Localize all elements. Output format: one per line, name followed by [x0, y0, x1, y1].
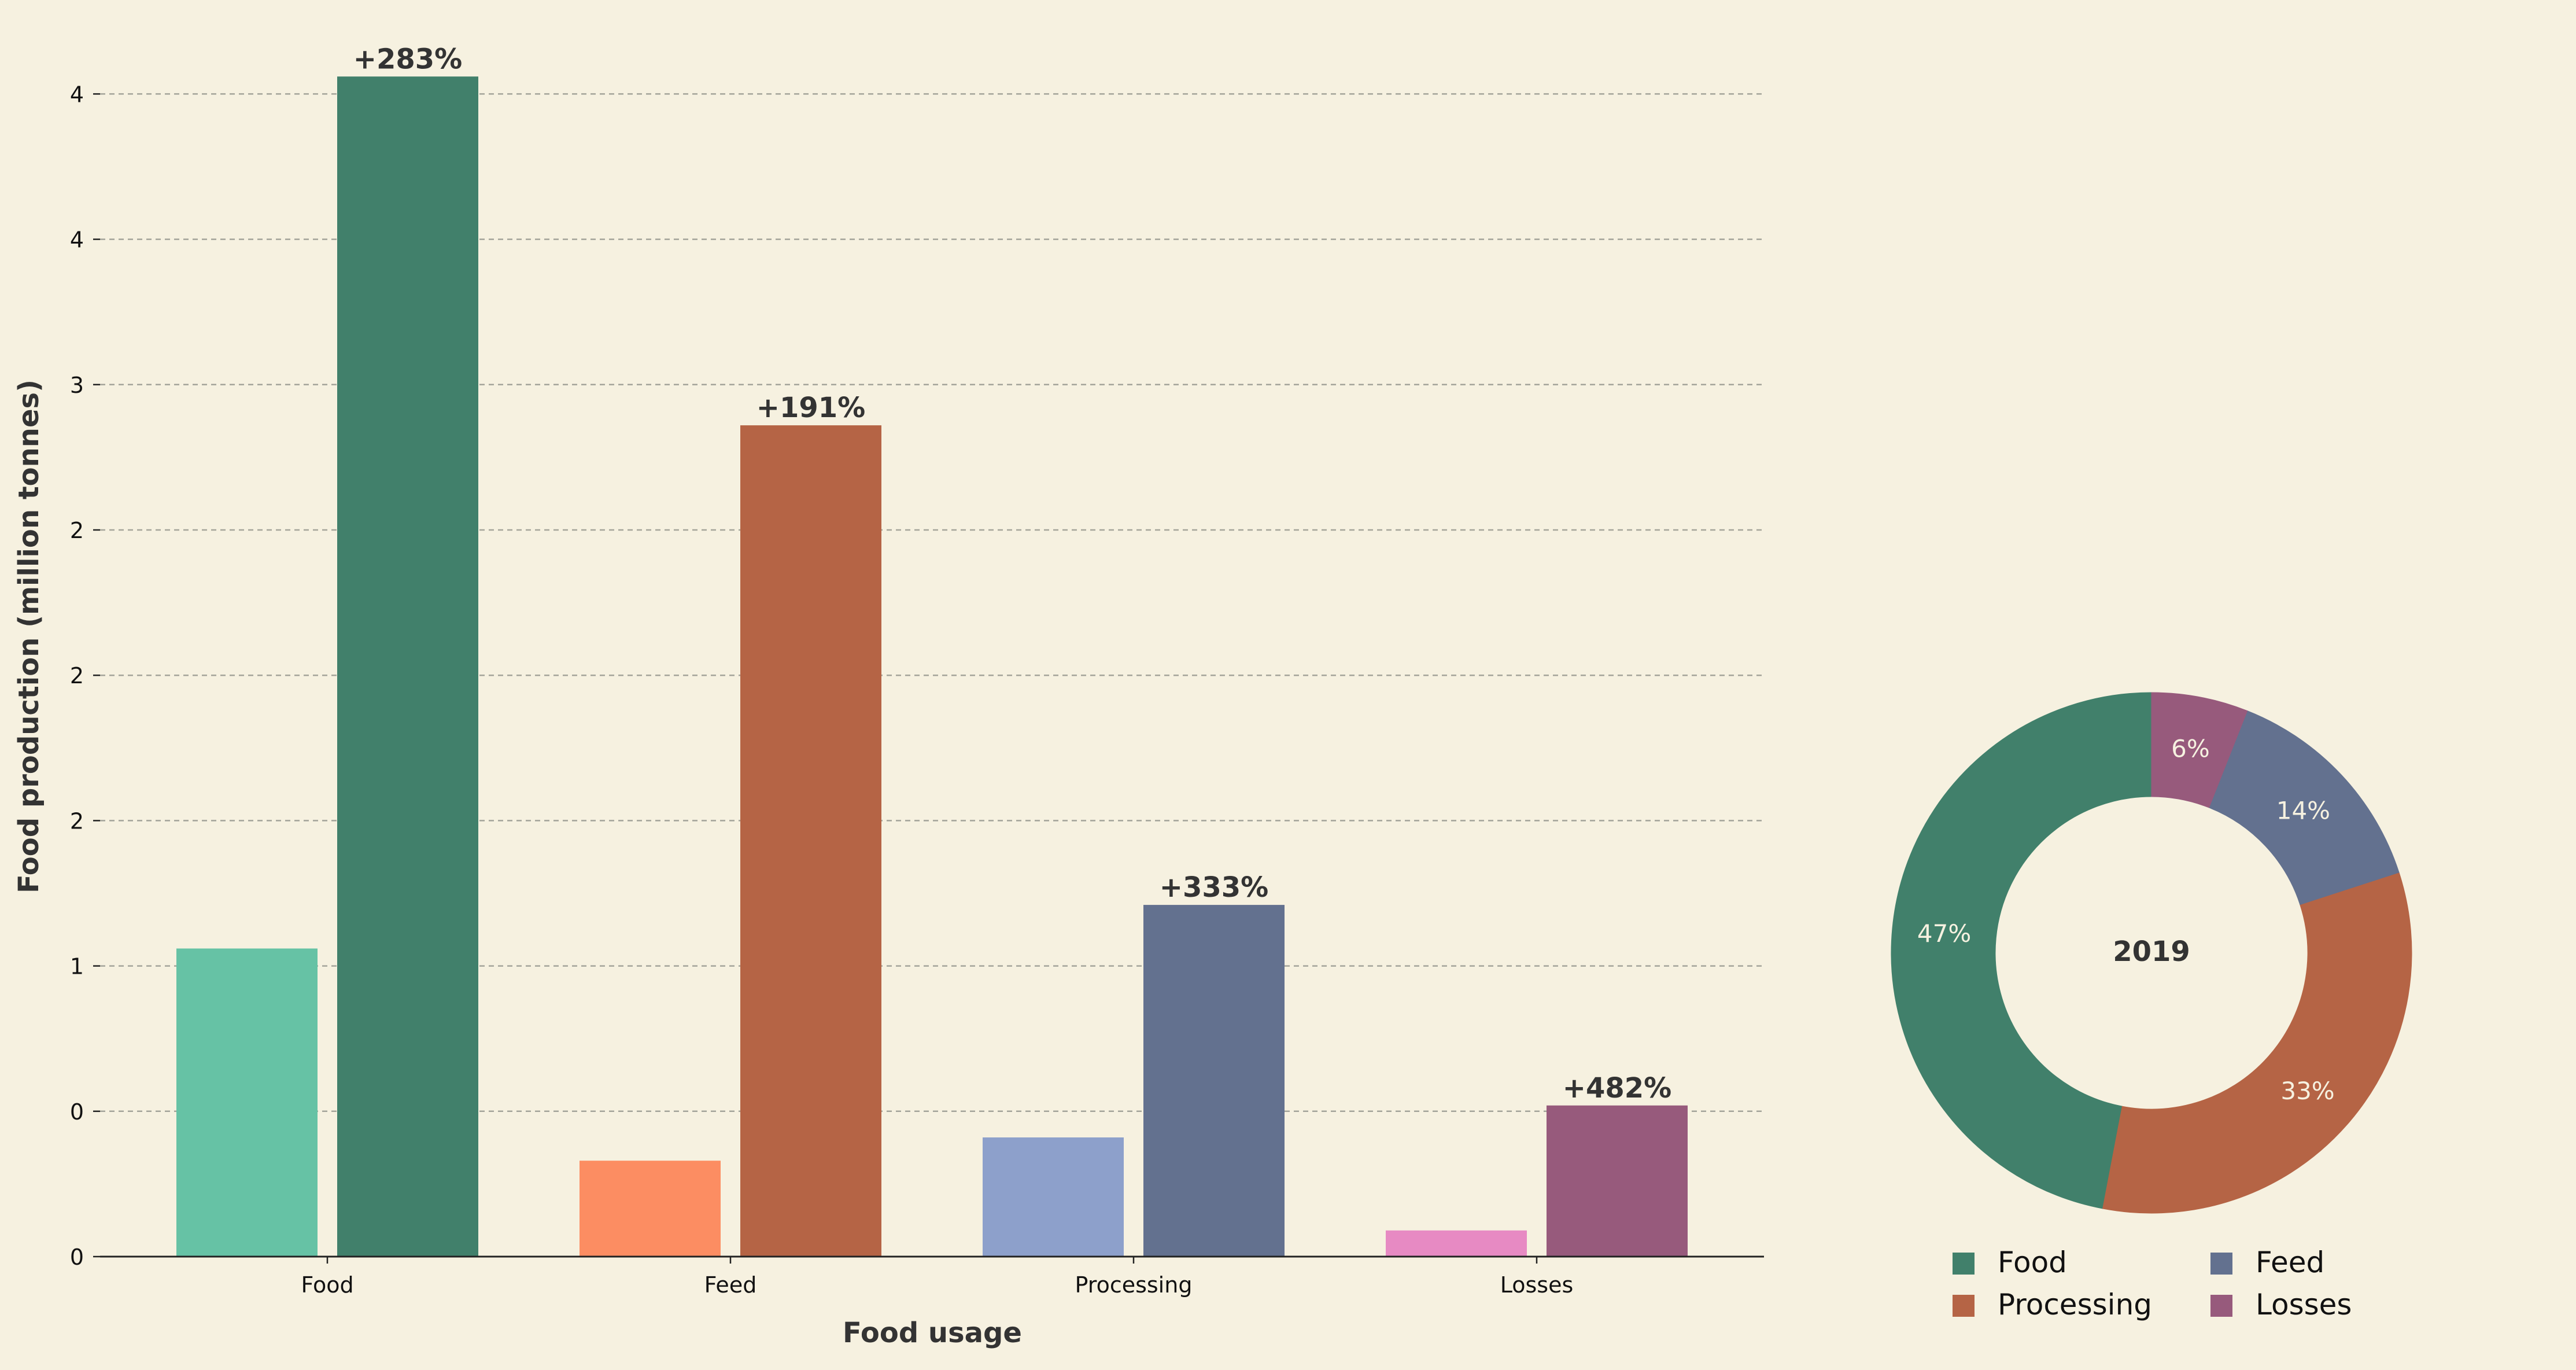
donut-slice-labels: 47% 33% 14% 6%	[1917, 734, 2335, 1105]
donut-slice-label: 6%	[2171, 734, 2210, 763]
y-tick-label: 2	[70, 808, 84, 834]
bar-losses-after	[1547, 1105, 1688, 1257]
legend-label: Food	[1998, 1246, 2067, 1279]
y-tick-label: 0	[70, 1244, 84, 1270]
bar-series	[176, 76, 1688, 1257]
donut-center-label: 2019	[2113, 936, 2190, 968]
bar-annotation: +333%	[1160, 871, 1269, 904]
donut-chart-panel: 47% 33% 14% 6% 2019 Food Feed Processing Losse…	[1891, 692, 2412, 1321]
donut-slice-losses	[2151, 692, 2248, 808]
legend-label: Processing	[1998, 1288, 2152, 1321]
y-tick-label: 4	[70, 227, 84, 253]
legend-label: Feed	[2256, 1246, 2324, 1279]
bar-annotation: +283%	[353, 43, 463, 75]
bar-feed-after	[740, 425, 881, 1257]
donut-slice-food	[1891, 692, 2152, 1209]
donut-slices	[1891, 692, 2412, 1214]
donut-slice-label: 33%	[2280, 1077, 2334, 1105]
donut-slice-label: 47%	[1917, 919, 1971, 948]
legend-swatch	[1953, 1253, 1975, 1275]
legend-swatch	[2210, 1295, 2232, 1317]
x-axis-title: Food usage	[843, 1317, 1022, 1349]
bar-processing-after	[1143, 905, 1285, 1257]
x-tick-label: Food	[301, 1272, 353, 1298]
y-tick-label: 2	[70, 518, 84, 543]
donut-slice-processing	[2102, 872, 2412, 1214]
bar-annotation: +191%	[756, 392, 866, 424]
legend-swatch	[2210, 1253, 2232, 1275]
x-tick-label: Feed	[704, 1272, 757, 1298]
legend-label: Losses	[2256, 1288, 2352, 1321]
bar-food-after	[337, 76, 478, 1257]
bar-annotations: +283% +191% +333% +482%	[353, 43, 1672, 1104]
y-axis-ticks: 0 0 1 2 2 2 3 4 4	[70, 82, 100, 1270]
y-tick-label: 1	[70, 954, 84, 979]
donut-slice-label: 14%	[2276, 797, 2330, 825]
y-tick-label: 3	[70, 373, 84, 398]
x-tick-label: Processing	[1075, 1272, 1193, 1298]
y-tick-label: 2	[70, 663, 84, 688]
bar-food-before	[176, 948, 318, 1257]
legend: Food Feed Processing Losses	[1953, 1246, 2352, 1321]
x-tick-label: Losses	[1500, 1272, 1574, 1298]
bar-annotation: +482%	[1563, 1072, 1672, 1104]
bar-chart-panel: +283% +191% +333% +482% 0 0 1 2 2 2 3 4 4 Food Feed P…	[13, 43, 1764, 1349]
legend-swatch	[1953, 1295, 1975, 1317]
x-axis-ticks: Food Feed Processing Losses	[301, 1257, 1573, 1298]
bar-feed-before	[580, 1161, 721, 1257]
y-tick-label: 4	[70, 82, 84, 107]
y-tick-label: 0	[70, 1099, 84, 1125]
bar-losses-before	[1386, 1230, 1527, 1257]
bar-processing-before	[983, 1137, 1124, 1257]
donut-slice-feed	[2208, 710, 2400, 905]
y-axis-title: Food production (million tonnes)	[13, 380, 45, 893]
